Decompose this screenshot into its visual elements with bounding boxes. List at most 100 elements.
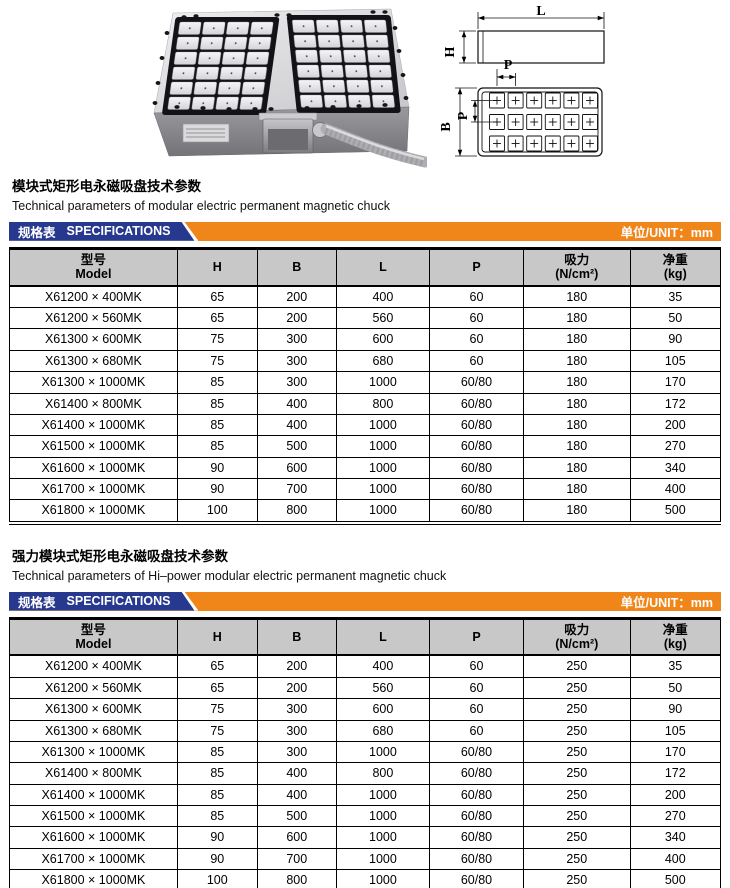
- value-cell: 65: [176, 654, 258, 678]
- value-cell: 180: [522, 499, 631, 523]
- column-header: 型号 Model: [9, 248, 178, 287]
- column-header: P: [429, 248, 524, 287]
- value-cell: 500: [629, 499, 722, 523]
- value-cell: 90: [176, 847, 258, 871]
- table-row: X61700 × 1000MK 90 700 1000 60/80 250 400: [9, 847, 722, 871]
- model-cell: X61600 × 1000MK: [9, 826, 178, 849]
- value-cell: 60/80: [429, 847, 524, 871]
- value-cell: 75: [176, 719, 258, 742]
- value-cell: 105: [629, 349, 722, 373]
- spec-tab: 规格表 SPECIFICATIONS: [9, 222, 198, 241]
- value-cell: 180: [522, 306, 631, 330]
- spec-table-hipower: 型号 Model H B L P 吸力 (N/cm²) 净重 (kg) X61200 × 400MK…: [9, 616, 722, 888]
- value-cell: 85: [176, 762, 258, 785]
- section-title-en: Technical parameters of modular electric…: [12, 198, 390, 213]
- model-cell: X61400 × 800MK: [9, 762, 178, 785]
- table-row: X61300 × 600MK 75 300 600 60 180 90: [9, 328, 722, 351]
- header-row: 型号 Model H B L P 吸力 (N/cm²) 净重 (kg): [9, 248, 722, 287]
- hero-row: L H: [0, 0, 730, 179]
- value-cell: 250: [522, 869, 631, 888]
- value-cell: 90: [176, 826, 258, 849]
- value-cell: 400: [629, 477, 722, 501]
- value-cell: 200: [629, 783, 722, 807]
- value-cell: 85: [176, 413, 258, 437]
- value-cell: 35: [629, 285, 722, 308]
- value-cell: 300: [256, 698, 337, 721]
- value-cell: 90: [176, 477, 258, 501]
- value-cell: 60/80: [429, 869, 524, 888]
- value-cell: 250: [522, 783, 631, 807]
- value-cell: 400: [335, 285, 431, 308]
- dim-label-B: B: [439, 122, 454, 131]
- table-row: X61500 × 1000MK 85 500 1000 60/80 250 270: [9, 804, 722, 828]
- value-cell: 250: [522, 847, 631, 871]
- value-cell: 65: [176, 285, 258, 308]
- value-cell: 800: [256, 869, 337, 888]
- value-cell: 560: [335, 306, 431, 330]
- value-cell: 400: [256, 762, 337, 785]
- value-cell: 180: [522, 392, 631, 415]
- value-cell: 180: [522, 477, 631, 501]
- table-row: X61800 × 1000MK 100 800 1000 60/80 250 500: [9, 869, 722, 888]
- section-title-en: Technical parameters of Hi–power modular…: [12, 568, 447, 583]
- value-cell: 300: [256, 328, 337, 351]
- value-cell: 300: [256, 349, 337, 373]
- value-cell: 60: [429, 698, 524, 721]
- value-cell: 60/80: [429, 762, 524, 785]
- spec-tab-zh: 规格表: [18, 595, 56, 610]
- value-cell: 1000: [335, 456, 431, 480]
- value-cell: 85: [176, 804, 258, 828]
- junction-box: [258, 112, 328, 154]
- pole-grid-left: [162, 17, 280, 115]
- value-cell: 75: [176, 328, 258, 351]
- value-cell: 60/80: [429, 371, 524, 394]
- value-cell: 600: [256, 456, 337, 480]
- value-cell: 1000: [335, 499, 431, 523]
- value-cell: 1000: [335, 413, 431, 437]
- value-cell: 1000: [335, 783, 431, 807]
- value-cell: 1000: [335, 869, 431, 888]
- model-cell: X61500 × 1000MK: [9, 435, 178, 458]
- column-header: H: [176, 618, 258, 657]
- value-cell: 400: [256, 392, 337, 415]
- column-header: 吸力 (N/cm²): [522, 618, 631, 657]
- table-row: X61300 × 1000MK 85 300 1000 60/80 180 170: [9, 371, 722, 394]
- value-cell: 600: [335, 698, 431, 721]
- value-cell: 75: [176, 349, 258, 373]
- section-title-zh: 强力模块式矩形电永磁吸盘技术参数: [12, 548, 228, 564]
- header-row: 型号 Model H B L P 吸力 (N/cm²) 净重 (kg): [9, 618, 722, 657]
- pole-grid-right: [286, 15, 401, 113]
- value-cell: 600: [256, 826, 337, 849]
- table-row: X61200 × 560MK 65 200 560 60 250 50: [9, 676, 722, 700]
- dim-label-H: H: [443, 46, 458, 57]
- value-cell: 50: [629, 676, 722, 700]
- section-standard: 模块式矩形电永磁吸盘技术参数 Technical parameters of m…: [0, 179, 730, 525]
- value-cell: 250: [522, 654, 631, 678]
- value-cell: 180: [522, 435, 631, 458]
- value-cell: 60: [429, 719, 524, 742]
- value-cell: 180: [522, 285, 631, 308]
- value-cell: 60/80: [429, 740, 524, 764]
- model-cell: X61300 × 680MK: [9, 719, 178, 742]
- value-cell: 250: [522, 762, 631, 785]
- value-cell: 105: [629, 719, 722, 742]
- section-hipower: 强力模块式矩形电永磁吸盘技术参数 Technical parameters of…: [0, 549, 730, 888]
- column-header: L: [335, 618, 431, 657]
- column-header: L: [335, 248, 431, 287]
- spec-tab: 规格表 SPECIFICATIONS: [9, 592, 198, 611]
- value-cell: 340: [629, 456, 722, 480]
- value-cell: 500: [629, 869, 722, 888]
- value-cell: 65: [176, 306, 258, 330]
- value-cell: 60: [429, 676, 524, 700]
- value-cell: 180: [522, 413, 631, 437]
- dimension-drawing: L H: [439, 4, 605, 157]
- spec-banner: 规格表 SPECIFICATIONS 单位/UNIT：mm: [9, 221, 721, 241]
- table-row: X61400 × 800MK 85 400 800 60/80 180 172: [9, 392, 722, 415]
- value-cell: 250: [522, 740, 631, 764]
- value-cell: 800: [335, 392, 431, 415]
- model-cell: X61300 × 1000MK: [9, 371, 178, 394]
- table-row: X61600 × 1000MK 90 600 1000 60/80 180 340: [9, 456, 722, 480]
- model-cell: X61300 × 1000MK: [9, 740, 178, 764]
- value-cell: 100: [176, 869, 258, 888]
